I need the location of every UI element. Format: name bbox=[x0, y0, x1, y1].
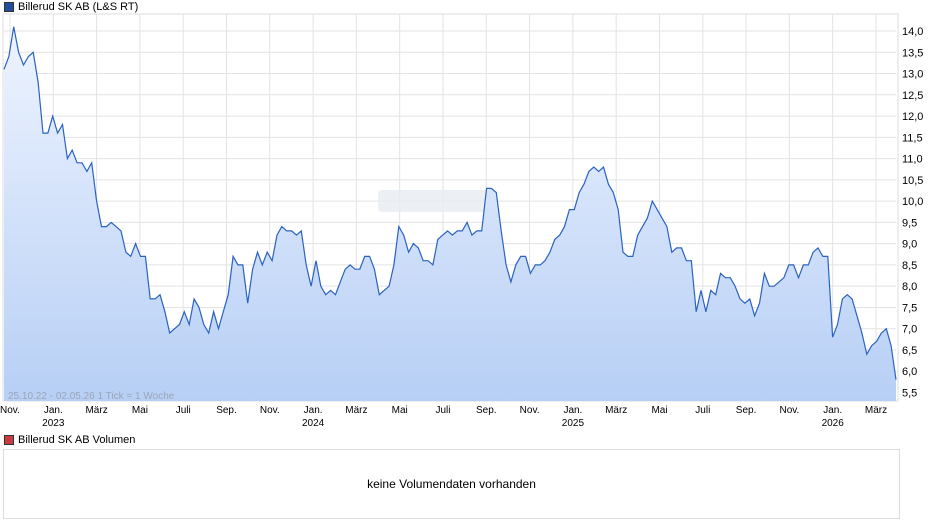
x-tick-label: März bbox=[85, 405, 107, 416]
y-tick-label: 5,5 bbox=[902, 387, 917, 399]
legend-volume: Billerud SK AB Volumen bbox=[4, 433, 135, 447]
x-tick-label: Nov. bbox=[779, 405, 799, 416]
range-note: 25.10.22 - 02.05.26 1 Tick = 1 Woche bbox=[8, 391, 175, 402]
x-tick-label: Juli bbox=[695, 405, 710, 416]
x-tick-label: Juli bbox=[435, 405, 450, 416]
y-tick-label: 13,5 bbox=[902, 47, 923, 59]
price-chart: 14,0 13,5 13,0 12,5 12,0 11,5 11,0 10,5 10,0 9,5 9… bbox=[0, 13, 923, 429]
legend-volume-label: Billerud SK AB Volumen bbox=[18, 434, 136, 446]
price-line bbox=[3, 26, 897, 380]
x-tick-label: Mai bbox=[651, 405, 667, 416]
y-tick-label: 7,0 bbox=[902, 324, 917, 336]
x-tick-label: März bbox=[605, 405, 627, 416]
y-tick-label: 12,5 bbox=[902, 90, 923, 102]
y-tick-label: 13,0 bbox=[902, 69, 923, 81]
y-tick-label: 8,0 bbox=[902, 281, 917, 293]
x-tick-label: Jan. bbox=[304, 405, 323, 416]
x-year-label: 2026 bbox=[822, 418, 845, 429]
x-axis: Nov. Jan. 2023 März Mai Juli Sep. Nov. Jan. 2024 M… bbox=[0, 405, 887, 429]
legend-volume-swatch bbox=[4, 435, 14, 445]
x-tick-label: Jan. bbox=[44, 405, 63, 416]
legend-price: Billerud SK AB (L&S RT) bbox=[4, 0, 138, 14]
x-tick-label: März bbox=[865, 405, 887, 416]
x-year-label: 2023 bbox=[42, 418, 65, 429]
y-tick-label: 9,5 bbox=[902, 217, 917, 229]
x-tick-label: Sep. bbox=[216, 405, 237, 416]
x-tick-label: Jan. bbox=[563, 405, 582, 416]
x-year-label: 2024 bbox=[302, 418, 325, 429]
y-tick-label: 9,0 bbox=[902, 239, 917, 251]
x-tick-label: Nov. bbox=[0, 405, 20, 416]
y-tick-label: 7,5 bbox=[902, 302, 917, 314]
volume-message: keine Volumendaten vorhanden bbox=[367, 477, 536, 491]
x-tick-label: Mai bbox=[132, 405, 148, 416]
y-tick-label: 12,0 bbox=[902, 111, 923, 123]
watermark bbox=[378, 190, 496, 212]
x-tick-label: Jan. bbox=[823, 405, 842, 416]
x-tick-label: Mai bbox=[392, 405, 408, 416]
y-tick-label: 10,5 bbox=[902, 175, 923, 187]
y-tick-label: 10,0 bbox=[902, 196, 923, 208]
x-tick-label: Sep. bbox=[736, 405, 757, 416]
volume-panel: keine Volumendaten vorhanden bbox=[3, 449, 900, 519]
x-tick-label: März bbox=[345, 405, 367, 416]
x-year-label: 2025 bbox=[562, 418, 585, 429]
y-tick-label: 6,5 bbox=[902, 345, 917, 357]
legend-price-swatch bbox=[4, 2, 14, 12]
y-axis: 14,0 13,5 13,0 12,5 12,0 11,5 11,0 10,5 10,0 9,5 9… bbox=[902, 26, 923, 399]
y-tick-label: 6,0 bbox=[902, 366, 917, 378]
price-area bbox=[4, 26, 896, 402]
y-tick-label: 11,0 bbox=[902, 154, 923, 166]
y-tick-label: 14,0 bbox=[902, 26, 923, 38]
y-tick-label: 8,5 bbox=[902, 260, 917, 272]
x-tick-label: Juli bbox=[176, 405, 191, 416]
x-tick-label: Sep. bbox=[476, 405, 497, 416]
x-tick-label: Nov. bbox=[260, 405, 280, 416]
legend-price-label: Billerud SK AB (L&S RT) bbox=[18, 1, 139, 13]
x-tick-label: Nov. bbox=[520, 405, 540, 416]
y-tick-label: 11,5 bbox=[902, 132, 923, 144]
